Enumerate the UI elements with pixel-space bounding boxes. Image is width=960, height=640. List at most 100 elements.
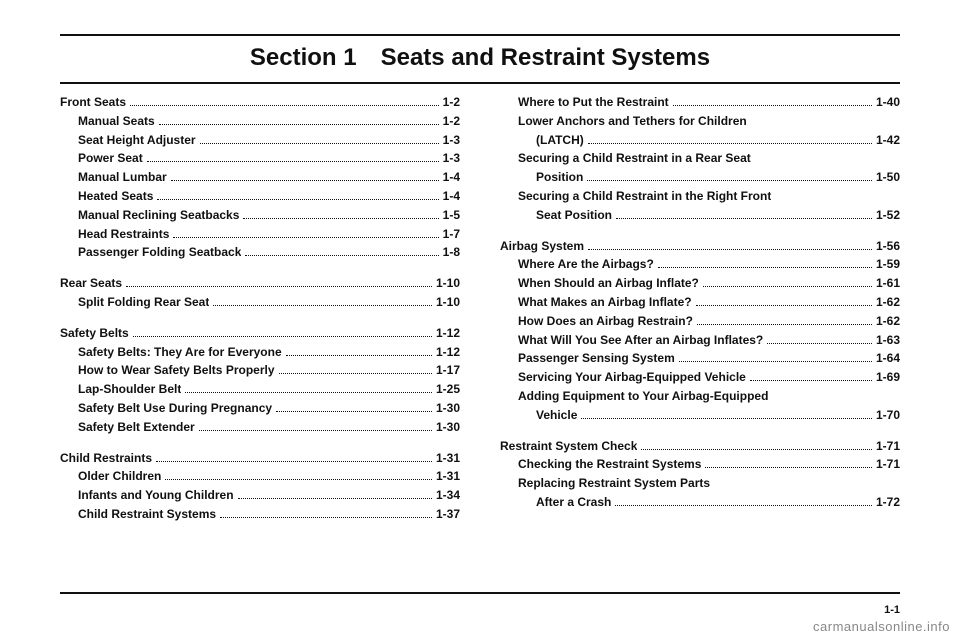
toc-page: 1-71 (876, 456, 900, 473)
leader-dots (673, 105, 872, 106)
toc-row: Checking the Restraint Systems 1-71 (500, 456, 900, 473)
toc-label: Position (536, 169, 583, 186)
toc-label: Heated Seats (78, 188, 153, 205)
toc-label: Airbag System (500, 238, 584, 255)
toc-page: 1-71 (876, 438, 900, 455)
toc-row: Manual Seats1-2 (60, 113, 460, 130)
toc-page: 1-3 (443, 132, 460, 149)
leader-dots (130, 105, 439, 106)
toc-page: 1-59 (876, 256, 900, 273)
leader-dots (126, 286, 432, 287)
leader-dots (165, 479, 432, 480)
toc-row: Where to Put the Restraint 1-40 (500, 94, 900, 111)
toc-label: Manual Seats (78, 113, 155, 130)
leader-dots (200, 143, 439, 144)
toc-label: Safety Belts: They Are for Everyone (78, 344, 282, 361)
leader-dots (157, 199, 438, 200)
toc-label: Where to Put the Restraint (518, 94, 669, 111)
watermark: carmanualsonline.info (813, 619, 950, 634)
section-title: Section 1 Seats and Restraint Systems (60, 44, 900, 72)
toc-row: Child Restraint Systems1-37 (60, 506, 460, 523)
toc-label: Where Are the Airbags? (518, 256, 654, 273)
toc-page: 1-34 (436, 487, 460, 504)
toc-label: Servicing Your Airbag-Equipped Vehicle (518, 369, 746, 386)
top-rule (60, 34, 900, 36)
toc-row: Safety Belt Use During Pregnancy 1-30 (60, 400, 460, 417)
toc-row: Lap-Shoulder Belt1-25 (60, 381, 460, 398)
toc-row: Heated Seats 1-4 (60, 188, 460, 205)
leader-dots (159, 124, 439, 125)
toc-label: Checking the Restraint Systems (518, 456, 701, 473)
toc-label: Replacing Restraint System Parts (518, 475, 710, 492)
toc-label: Safety Belt Use During Pregnancy (78, 400, 272, 417)
toc-row: Vehicle1-70 (500, 407, 900, 424)
toc-columns: Front Seats1-2Manual Seats1-2Seat Height… (60, 94, 900, 523)
bottom-rule (60, 592, 900, 594)
toc-row: Replacing Restraint System Parts (500, 475, 900, 492)
toc-page: 1-4 (443, 188, 460, 205)
toc-row: Securing a Child Restraint in a Rear Sea… (500, 150, 900, 167)
toc-page: 1-52 (876, 207, 900, 224)
toc-page: 1-61 (876, 275, 900, 292)
toc-label: Restraint System Check (500, 438, 637, 455)
toc-page: 1-2 (443, 94, 460, 111)
toc-row: Adding Equipment to Your Airbag-Equipped (500, 388, 900, 405)
toc-page: 1-31 (436, 450, 460, 467)
toc-row: (LATCH) 1-42 (500, 132, 900, 149)
toc-page: 1-37 (436, 506, 460, 523)
toc-page: 1-12 (436, 325, 460, 342)
toc-row: Infants and Young Children1-34 (60, 487, 460, 504)
leader-dots (279, 373, 432, 374)
toc-label: Securing a Child Restraint in a Rear Sea… (518, 150, 751, 167)
toc-row: What Will You See After an Airbag Inflat… (500, 332, 900, 349)
toc-page: 1-40 (876, 94, 900, 111)
toc-row: After a Crash1-72 (500, 494, 900, 511)
leader-dots (705, 467, 872, 468)
toc-page: 1-56 (876, 238, 900, 255)
toc-page: 1-12 (436, 344, 460, 361)
toc-label: Seat Position (536, 207, 612, 224)
leader-dots (616, 218, 872, 219)
toc-page: 1-17 (436, 362, 460, 379)
toc-label: Lower Anchors and Tethers for Children (518, 113, 747, 130)
toc-label: (LATCH) (536, 132, 584, 149)
toc-row: Rear Seats 1-10 (60, 275, 460, 292)
leader-dots (587, 180, 872, 181)
toc-row: Servicing Your Airbag-Equipped Vehicle1-… (500, 369, 900, 386)
toc-page: 1-70 (876, 407, 900, 424)
toc-page: 1-72 (876, 494, 900, 511)
toc-row: Manual Reclining Seatbacks1-5 (60, 207, 460, 224)
toc-row: Split Folding Rear Seat1-10 (60, 294, 460, 311)
toc-page: 1-63 (876, 332, 900, 349)
toc-label: What Makes an Airbag Inflate? (518, 294, 692, 311)
toc-label: Rear Seats (60, 275, 122, 292)
leader-dots (679, 361, 872, 362)
toc-page: 1-10 (436, 294, 460, 311)
toc-page: 1-3 (443, 150, 460, 167)
toc-page: 1-62 (876, 294, 900, 311)
toc-row: How to Wear Safety Belts Properly1-17 (60, 362, 460, 379)
leader-dots (658, 267, 872, 268)
leader-dots (641, 449, 872, 450)
leader-dots (750, 380, 872, 381)
leader-dots (213, 305, 432, 306)
toc-page: 1-25 (436, 381, 460, 398)
toc-page: 1-42 (876, 132, 900, 149)
toc-page: 1-10 (436, 275, 460, 292)
leader-dots (588, 249, 872, 250)
toc-row: Securing a Child Restraint in the Right … (500, 188, 900, 205)
left-column: Front Seats1-2Manual Seats1-2Seat Height… (60, 94, 460, 523)
toc-page: 1-30 (436, 400, 460, 417)
toc-label: Seat Height Adjuster (78, 132, 196, 149)
toc-row: Restraint System Check 1-71 (500, 438, 900, 455)
leader-dots (171, 180, 439, 181)
toc-label: Power Seat (78, 150, 143, 167)
leader-dots (147, 161, 439, 162)
toc-row: Child Restraints 1-31 (60, 450, 460, 467)
toc-page: 1-62 (876, 313, 900, 330)
leader-dots (696, 305, 872, 306)
toc-row: Passenger Sensing System1-64 (500, 350, 900, 367)
toc-page: 1-8 (443, 244, 460, 261)
leader-dots (286, 355, 432, 356)
toc-label: Child Restraints (60, 450, 152, 467)
